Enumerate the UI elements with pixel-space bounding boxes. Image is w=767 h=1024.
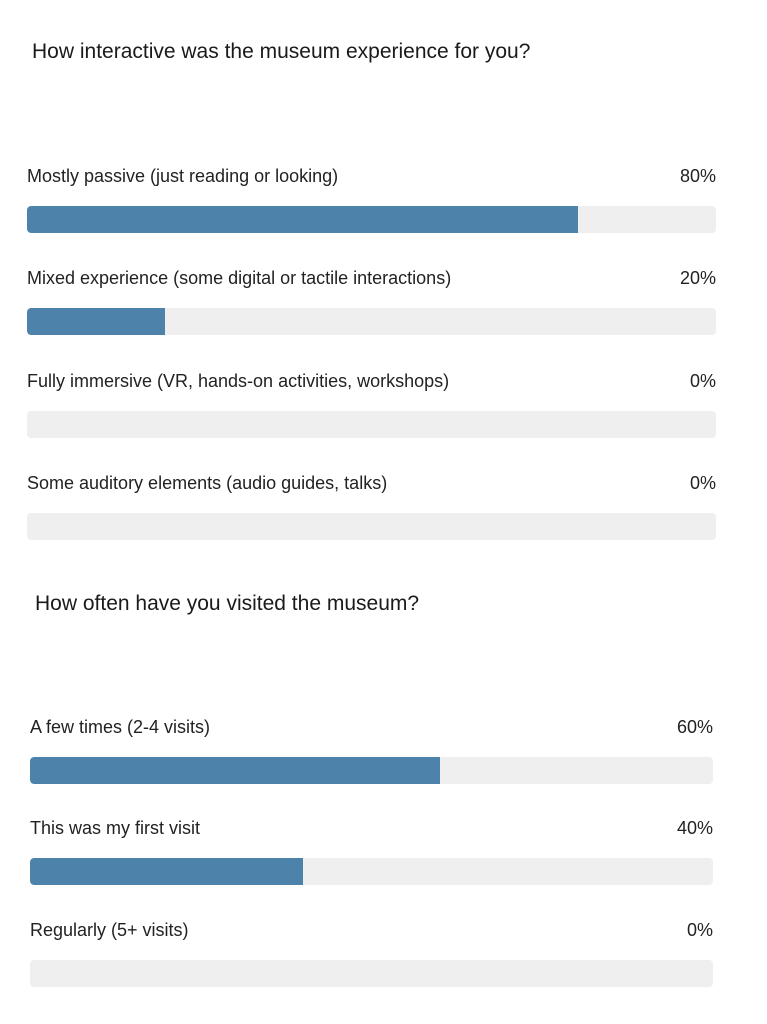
poll-question: How interactive was the museum experienc…: [32, 40, 531, 63]
poll-option[interactable]: Mostly passive (just reading or looking)…: [27, 164, 716, 234]
option-percent: 0%: [689, 473, 716, 493]
poll-option[interactable]: This was my first visit 40%: [30, 816, 713, 886]
option-label: A few times (2-4 visits): [30, 717, 211, 737]
option-percent: 20%: [679, 268, 716, 288]
option-label: This was my first visit: [30, 818, 201, 838]
poll-option[interactable]: Some auditory elements (audio guides, ta…: [27, 471, 716, 541]
progress-bar-track: [27, 308, 716, 335]
option-label: Some auditory elements (audio guides, ta…: [27, 473, 388, 493]
progress-bar-track: [30, 757, 713, 784]
option-label: Regularly (5+ visits): [30, 920, 189, 940]
progress-bar-track: [27, 411, 716, 438]
option-percent: 60%: [676, 717, 713, 737]
poll-option[interactable]: A few times (2-4 visits) 60%: [30, 715, 713, 785]
option-label: Fully immersive (VR, hands-on activities…: [27, 371, 450, 391]
option-percent: 40%: [676, 818, 713, 838]
poll-question: How often have you visited the museum?: [35, 592, 420, 615]
progress-bar-fill: [30, 858, 304, 885]
progress-bar-track: [27, 206, 716, 233]
poll-option[interactable]: Fully immersive (VR, hands-on activities…: [27, 369, 716, 439]
progress-bar-fill: [27, 206, 579, 233]
progress-bar-fill: [27, 308, 165, 335]
progress-bar-fill: [30, 757, 440, 784]
option-label: Mostly passive (just reading or looking): [27, 166, 339, 186]
option-percent: 80%: [679, 166, 716, 186]
poll-option[interactable]: Mixed experience (some digital or tactil…: [27, 266, 716, 336]
option-label: Mixed experience (some digital or tactil…: [27, 268, 452, 288]
progress-bar-track: [30, 858, 713, 885]
progress-bar-track: [27, 513, 716, 540]
option-percent: 0%: [686, 920, 713, 940]
poll-option[interactable]: Regularly (5+ visits) 0%: [30, 918, 713, 988]
option-percent: 0%: [689, 371, 716, 391]
progress-bar-track: [30, 960, 713, 987]
